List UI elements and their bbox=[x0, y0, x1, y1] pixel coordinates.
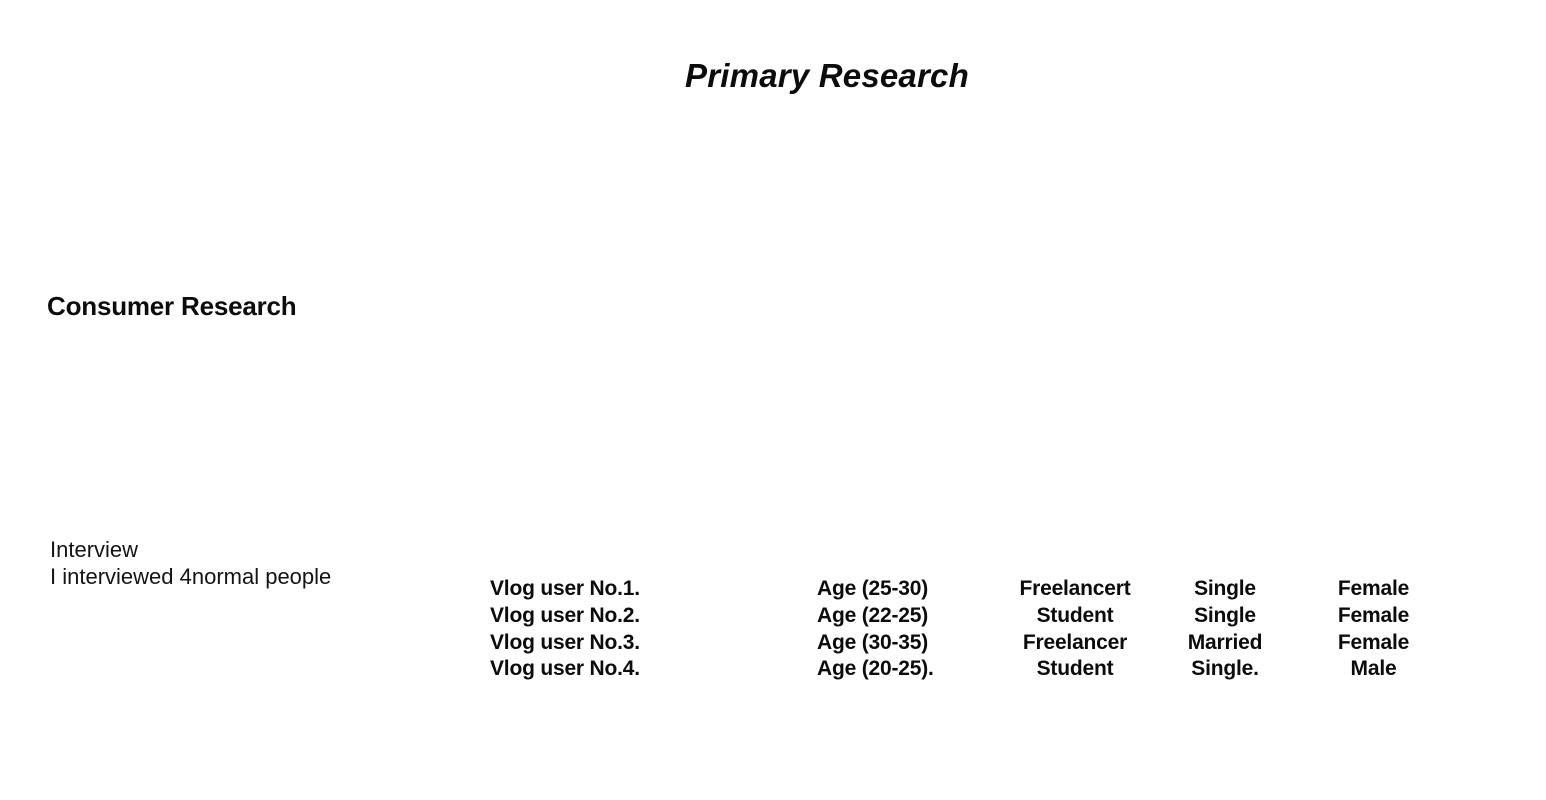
interview-block: Interview I interviewed 4normal people bbox=[50, 536, 331, 590]
participant-marital-status: Single bbox=[1194, 603, 1256, 627]
participant-name: Vlog user No.4. bbox=[490, 657, 640, 681]
interview-heading: Interview bbox=[50, 537, 139, 562]
participant-occupation: Freelancert bbox=[1019, 577, 1131, 600]
participant-gender: Female bbox=[1337, 603, 1410, 627]
participant-name: Vlog user No.1. bbox=[490, 577, 640, 600]
participant-marital-status: Single bbox=[1194, 577, 1256, 600]
participant-marital-status: Married bbox=[1187, 630, 1263, 654]
participant-name: Vlog user No.2. bbox=[490, 603, 640, 627]
participant-age: Age (30-35) bbox=[817, 630, 929, 654]
participant-occupation: Student bbox=[1036, 603, 1114, 627]
participant-gender: Female bbox=[1337, 630, 1410, 654]
participant-gender: Male bbox=[1350, 657, 1397, 681]
participant-age: Age (22-25) bbox=[817, 603, 929, 627]
participant-occupation: Student bbox=[1036, 657, 1114, 681]
participant-occupation: Freelancer bbox=[1022, 630, 1128, 654]
participant-age: Age (25-30) bbox=[817, 577, 929, 600]
participants-table: Vlog user No.1. Age (25-30) Freelancert … bbox=[490, 576, 1447, 683]
participant-age: Age (20-25). bbox=[817, 657, 934, 681]
participant-marital-status: Single. bbox=[1191, 657, 1259, 681]
section-heading-consumer-research: Consumer Research bbox=[47, 291, 297, 321]
participant-gender: Female bbox=[1337, 577, 1410, 600]
interview-note: I interviewed 4normal people bbox=[50, 564, 332, 589]
page-title: Primary Research bbox=[685, 57, 969, 94]
participant-name: Vlog user No.3. bbox=[490, 630, 640, 654]
